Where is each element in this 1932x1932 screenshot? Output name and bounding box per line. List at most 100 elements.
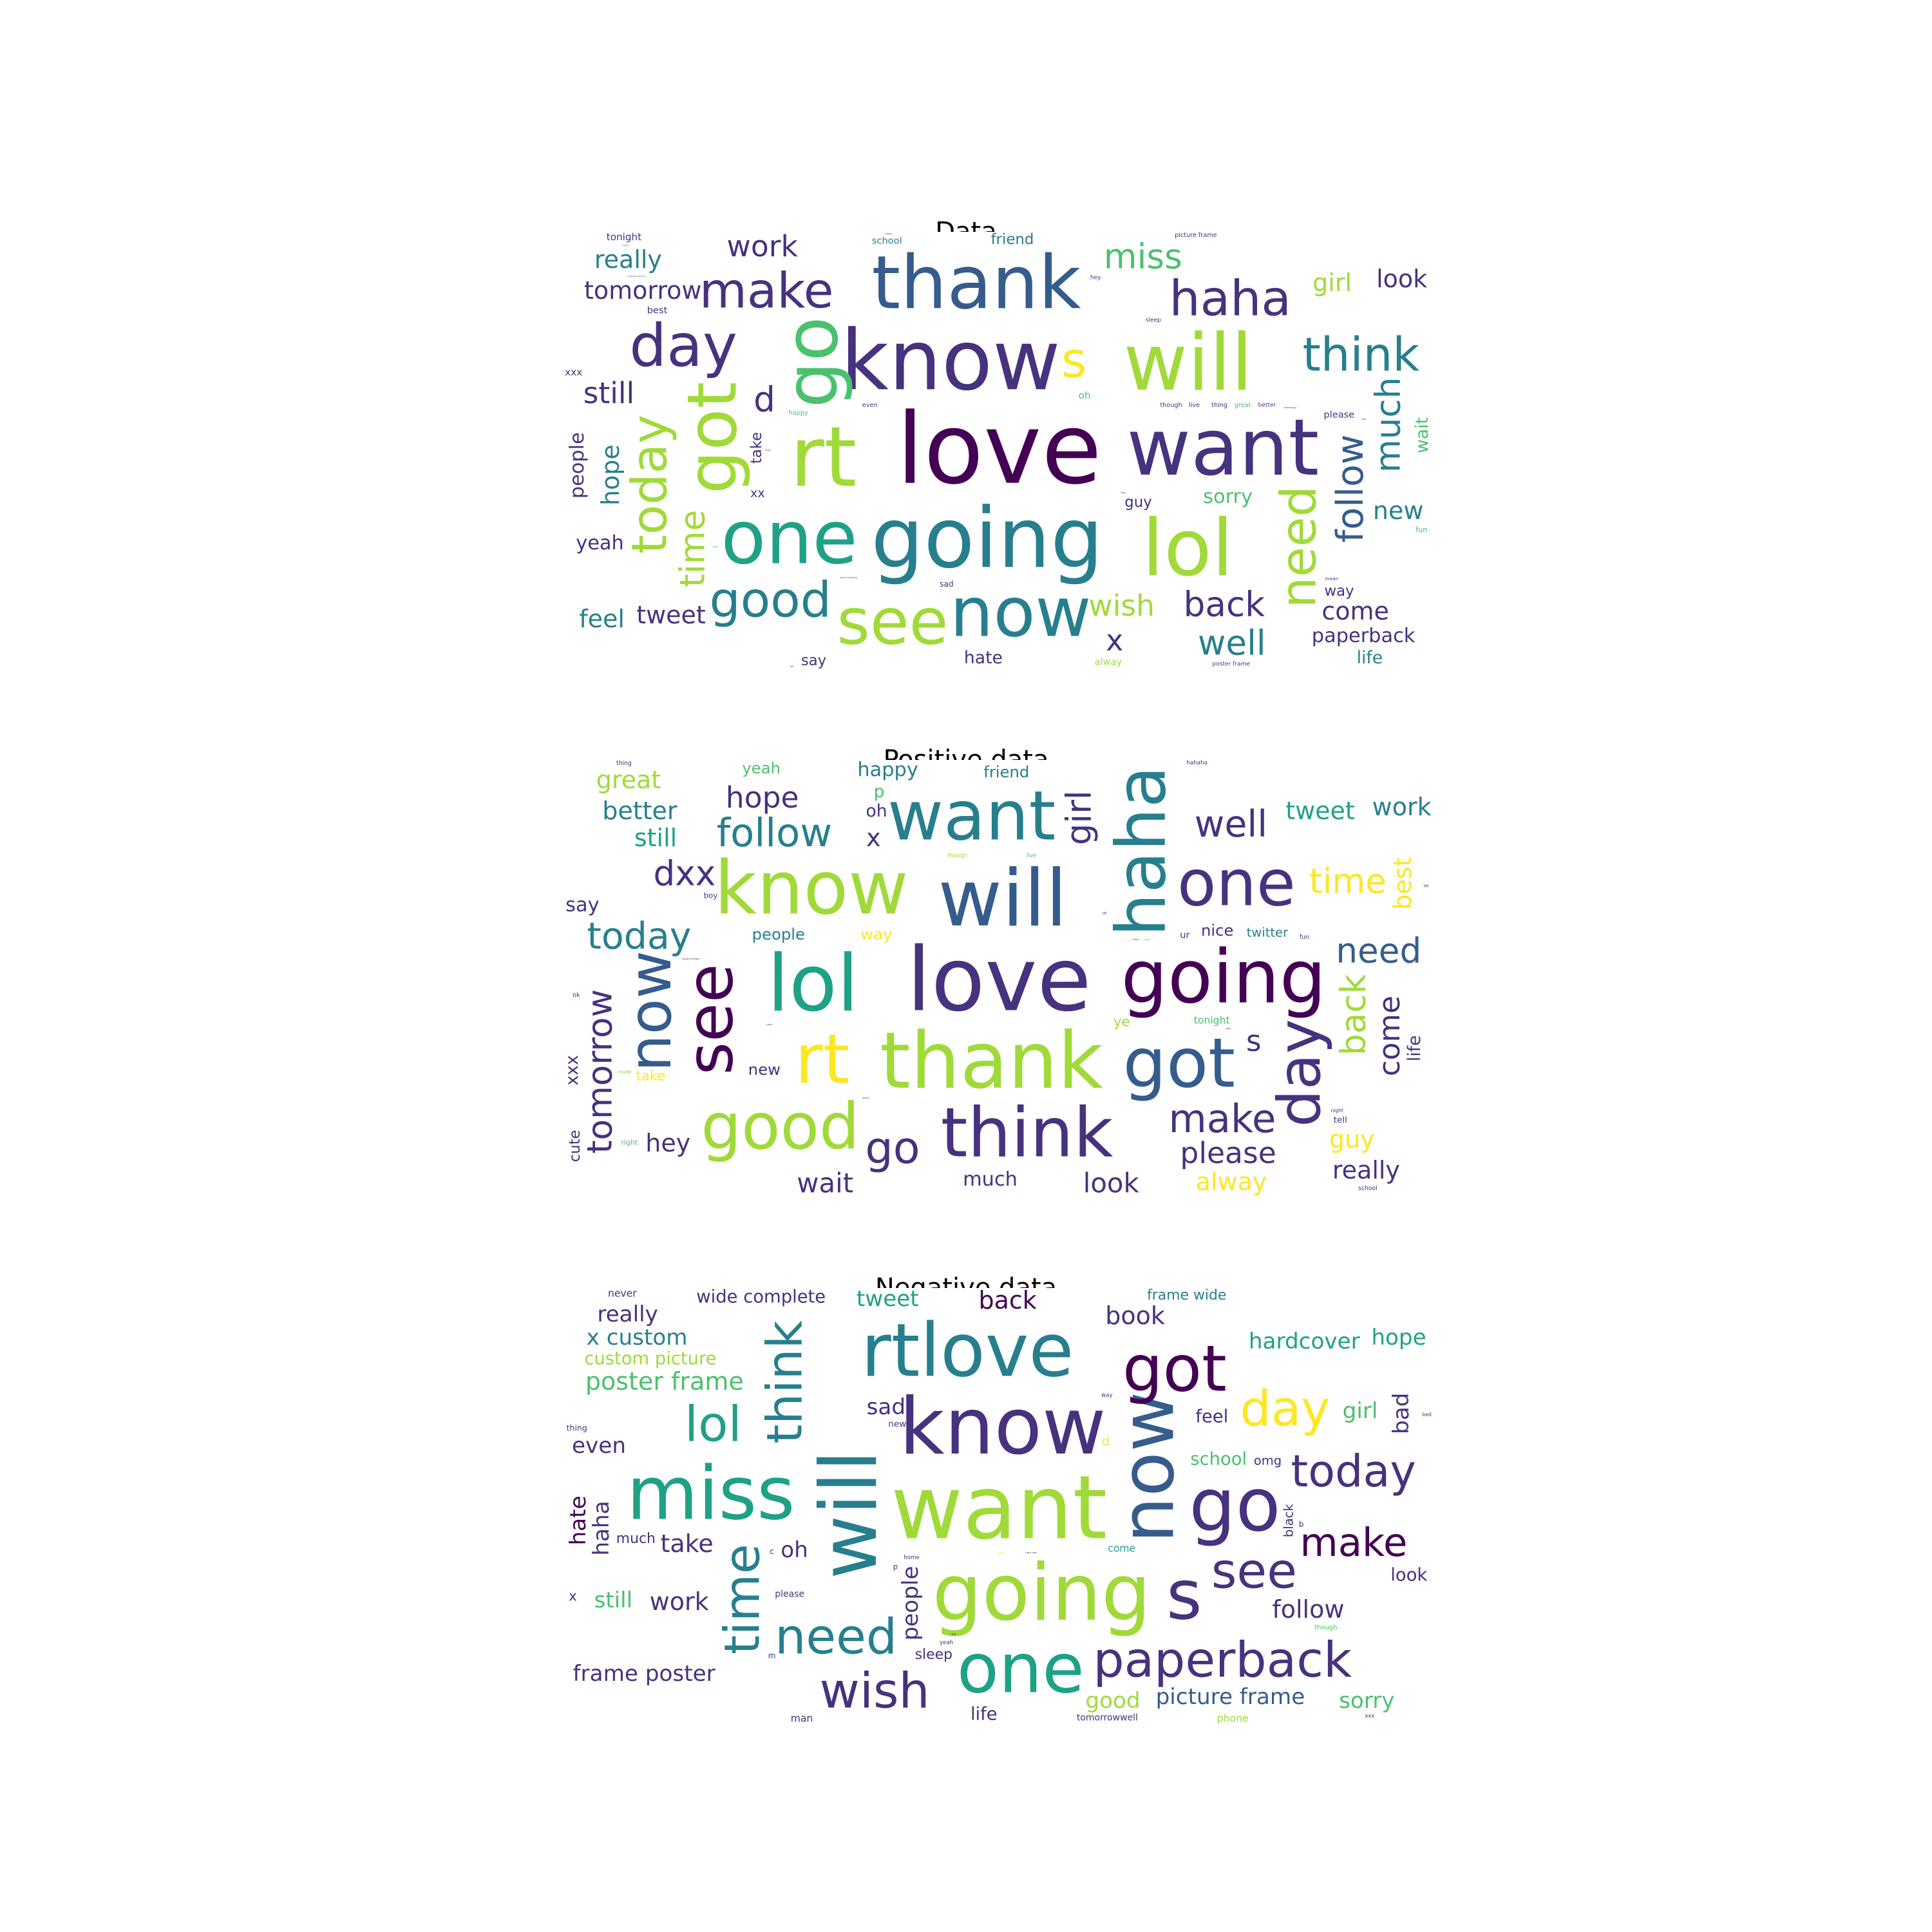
word: really [597, 1302, 658, 1327]
word: school [1358, 1185, 1378, 1192]
word: hey [645, 1129, 690, 1157]
word: smile [766, 1023, 773, 1026]
word: paperback [1093, 1631, 1352, 1689]
word: really [594, 245, 662, 274]
word: much [1368, 377, 1408, 473]
word: life [1357, 648, 1383, 668]
word: b [1299, 1520, 1304, 1529]
word: love [896, 392, 1102, 506]
word: one [721, 495, 858, 581]
word: come [1372, 996, 1406, 1076]
word: phone [1217, 1712, 1249, 1724]
word: going [1121, 934, 1326, 1020]
word: new [1373, 497, 1424, 525]
word: thing [616, 760, 632, 767]
word: fun [1300, 934, 1309, 941]
word: hahaha [1186, 760, 1208, 766]
word: happy [789, 410, 808, 417]
word: p [874, 782, 885, 802]
word: c [770, 1547, 774, 1556]
word: today [587, 915, 691, 958]
word: day [1240, 1380, 1331, 1437]
word: oh [1079, 390, 1091, 401]
word: rt [790, 409, 857, 506]
word: twitter [1247, 925, 1289, 940]
word: haha [1102, 766, 1182, 936]
word: good [709, 571, 831, 629]
word: please [1180, 1136, 1276, 1170]
word: yeah [576, 532, 624, 554]
word: time [1309, 861, 1387, 901]
word: way [860, 925, 892, 943]
word: right [712, 545, 718, 548]
word: tweet [857, 1288, 919, 1312]
word: omg [765, 449, 770, 451]
word: sad [867, 1394, 905, 1420]
word: want [887, 777, 1056, 857]
word: live [1189, 402, 1200, 409]
word: go [865, 1123, 920, 1174]
word: boy [704, 891, 718, 900]
word: something [1283, 406, 1296, 409]
word: please [1323, 409, 1354, 420]
word: well [1195, 803, 1267, 846]
word: haha [1169, 270, 1291, 327]
word: want [891, 1457, 1107, 1560]
word: s [1061, 332, 1087, 389]
word: thank [871, 240, 1081, 326]
word: sleep [1146, 317, 1161, 323]
word: m [768, 1651, 776, 1660]
word: though [1160, 402, 1182, 409]
word: fun [1416, 525, 1427, 534]
word: talk [1361, 418, 1367, 421]
word: custom picture [628, 275, 646, 278]
word: school [1190, 1450, 1247, 1470]
word: tonight [607, 232, 641, 243]
word: mean [1325, 576, 1338, 582]
word: hate [964, 648, 1003, 668]
word: wait [1412, 417, 1432, 453]
word: d [1102, 1434, 1110, 1449]
word: week [623, 244, 630, 247]
word: want [1127, 402, 1320, 493]
word: tell [1334, 1115, 1347, 1126]
word: girl [1343, 1398, 1378, 1424]
word: make [1300, 1520, 1408, 1566]
word: hope [1371, 1325, 1426, 1350]
word: go [769, 316, 855, 408]
word: look [1376, 265, 1427, 293]
word: frame wide [1147, 1288, 1226, 1303]
word: make [1169, 1097, 1276, 1142]
word: tweet [1285, 797, 1355, 825]
word: miss [1104, 236, 1182, 276]
word: people [566, 432, 589, 498]
word: x [1106, 623, 1123, 658]
word: girl [1312, 269, 1352, 297]
word: well [1198, 623, 1266, 663]
word: going [871, 490, 1103, 587]
word: will [803, 1450, 895, 1580]
word: look [1390, 1566, 1427, 1586]
word: wide complete [840, 576, 858, 579]
word: oh [781, 1537, 808, 1563]
word: poster frame [585, 1367, 744, 1396]
word: need [1336, 931, 1421, 971]
word: hope [726, 781, 799, 815]
word: work [1372, 793, 1432, 821]
word: bed [1423, 1412, 1432, 1417]
word: think [756, 1320, 813, 1443]
word: rtlove [861, 1308, 1074, 1394]
word: think [1302, 328, 1419, 382]
word: bad [1388, 1393, 1414, 1434]
word: wide complete [696, 1288, 826, 1307]
word: tweet [636, 601, 706, 629]
word: take [660, 1530, 713, 1558]
word: back [1184, 584, 1265, 624]
word: really [1332, 1156, 1400, 1184]
word: now [616, 951, 685, 1072]
word: feel [579, 605, 625, 633]
word: know [840, 312, 1060, 409]
word: paperback [1312, 625, 1416, 647]
word: say [801, 652, 826, 669]
